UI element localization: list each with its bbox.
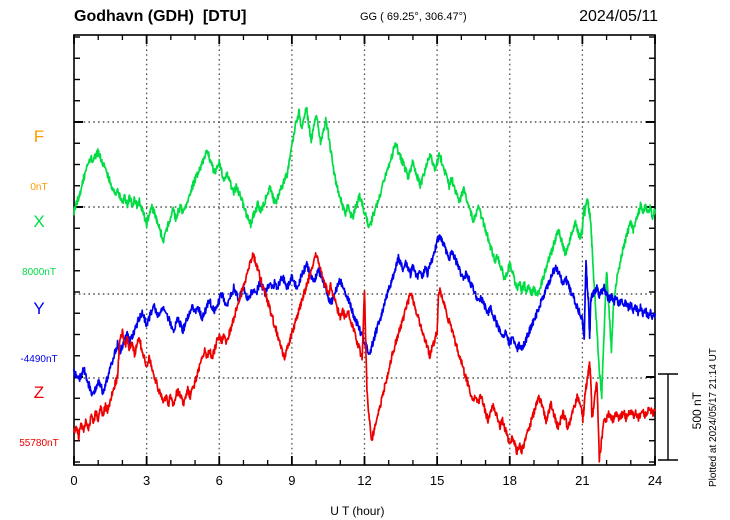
- component-name-f: F: [33, 127, 45, 146]
- component-baseline-y: -4490nT: [20, 354, 58, 365]
- component-label-x: X 8000nT: [10, 177, 68, 297]
- geographic-coordinates: GG ( 69.25°, 306.47°): [360, 11, 467, 23]
- component-baseline-z: 55780nT: [19, 438, 59, 449]
- axis-ticks: [73, 35, 656, 465]
- x-tick-label-9: 9: [288, 473, 296, 488]
- station-title: Godhavn (GDH) [DTU]: [74, 8, 247, 25]
- grid-lines: [74, 35, 655, 465]
- component-name-x: X: [33, 212, 45, 231]
- x-tick-label-21: 21: [575, 473, 590, 488]
- x-tick-label-3: 3: [143, 473, 151, 488]
- x-tick-label-12: 12: [357, 473, 372, 488]
- trace-z: [73, 252, 656, 463]
- x-tick-label-0: 0: [70, 473, 78, 488]
- component-label-f: F 0nT: [10, 92, 68, 212]
- trace-y: [73, 234, 656, 397]
- x-tick-label-6: 6: [215, 473, 223, 488]
- plot-frame: [73, 34, 656, 466]
- trace-x: [73, 106, 656, 400]
- x-tick-label-15: 15: [429, 473, 445, 488]
- component-label-y: Y -4490nT: [10, 264, 68, 384]
- component-baseline-x: 8000nT: [22, 267, 56, 278]
- observation-date: 2024/05/11: [579, 8, 658, 25]
- x-tick-label-18: 18: [502, 473, 517, 488]
- x-tick-label-24: 24: [647, 473, 663, 488]
- component-label-z: Z 55780nT: [10, 348, 68, 468]
- component-name-y: Y: [33, 299, 45, 318]
- x-axis-title: U T (hour): [0, 490, 730, 518]
- scale-bar: [658, 373, 678, 461]
- trace-lines: [73, 106, 656, 463]
- component-baseline-f: 0nT: [30, 182, 48, 193]
- component-name-z: Z: [33, 383, 45, 402]
- x-axis-title-text: U T (hour): [330, 504, 385, 518]
